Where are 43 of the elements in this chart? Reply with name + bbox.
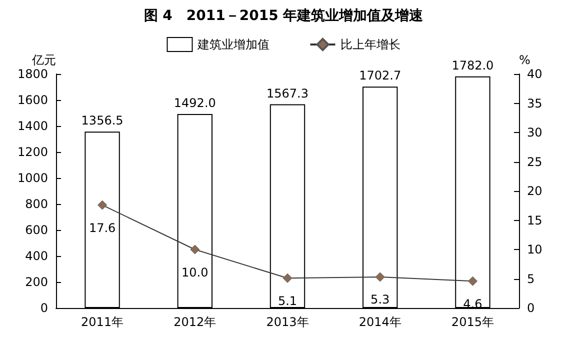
y-tick-label: 1000 — [17, 171, 48, 185]
y2-tick-label: 20 — [527, 184, 542, 198]
data-label: 1356.5 — [81, 114, 124, 128]
data-label: 1567.3 — [266, 86, 308, 100]
y-tick-label: 1800 — [17, 67, 48, 81]
y-tick-label: 800 — [25, 197, 48, 211]
x-tick-label: 2015年 — [451, 315, 494, 329]
y2-tick-label: 15 — [527, 213, 542, 228]
y2-tick-label: 0 — [527, 301, 535, 315]
point — [468, 276, 478, 286]
legend-label: 比上年增长 — [340, 38, 400, 52]
y2-tick-label: 30 — [527, 126, 542, 140]
point — [375, 272, 385, 282]
y-tick-label: 0 — [40, 301, 48, 315]
y2-tick-label: 10 — [527, 242, 542, 256]
chart-title: 图 4 2011－2015 年建筑业增加值及增速 — [144, 8, 424, 24]
data-label: 1492.0 — [174, 96, 216, 110]
y-tick-label: 1200 — [17, 145, 48, 159]
y-tick-label: 400 — [25, 249, 48, 263]
x-tick-label: 2011年 — [81, 315, 124, 329]
y-axis-title: 亿元 — [31, 53, 56, 67]
x-tick-label: 2014年 — [358, 315, 402, 329]
y2-axis-title: % — [519, 53, 530, 67]
data-label: 1782.0 — [452, 58, 494, 72]
point — [190, 244, 200, 254]
y2-tick-label: 25 — [527, 154, 542, 169]
y2-tick-label: 5 — [527, 272, 535, 286]
y-tick-label: 200 — [25, 275, 48, 289]
x-tick-label: 2012年 — [174, 315, 216, 329]
y2-tick-label: 35 — [527, 96, 542, 110]
data-label: 17.6 — [88, 220, 116, 235]
data-label: 1702.7 — [359, 68, 402, 83]
y-tick-label: 600 — [25, 223, 48, 237]
y-tick-label: 1600 — [17, 93, 48, 107]
data-label: 10.0 — [182, 265, 208, 280]
point — [282, 273, 292, 283]
y2-tick-label: 40 — [527, 67, 542, 81]
y-tick-label: 1400 — [17, 119, 48, 133]
data-label: 5.3 — [370, 292, 390, 307]
x-tick-label: 2013年 — [266, 315, 309, 329]
data-label: 5.1 — [278, 294, 298, 308]
point — [98, 200, 108, 210]
legend-label: 建筑业增加值 — [196, 38, 270, 52]
